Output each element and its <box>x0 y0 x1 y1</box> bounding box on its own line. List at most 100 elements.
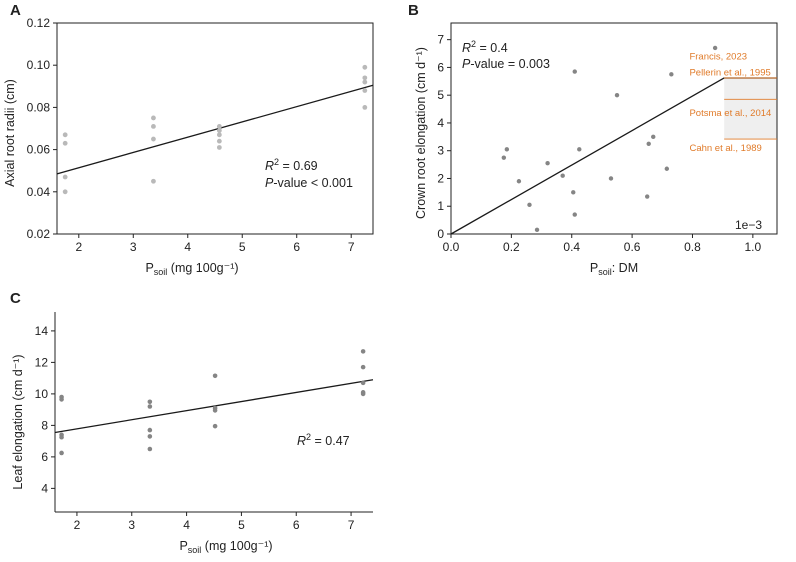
x-tick-label: 4 <box>184 240 191 254</box>
y-tick-label: 0.02 <box>27 227 51 241</box>
x-tick-label: 0.8 <box>684 240 701 254</box>
x-tick-label: 7 <box>348 240 355 254</box>
y-tick-label: 10 <box>35 387 49 401</box>
x-tick-label: 0.4 <box>563 240 580 254</box>
y-tick-label: 14 <box>35 324 49 338</box>
x-tick-label: 0.0 <box>443 240 460 254</box>
x-tick-label: 5 <box>238 518 245 532</box>
y-tick-label: 2 <box>437 171 444 185</box>
panel-letter-c: C <box>10 290 21 307</box>
plot-frame <box>450 22 778 235</box>
panel-c: C 2 3 4 5 6 7 4 6 8 10 12 14 R2 = 0.47 Psoil (mg 10… <box>10 290 374 555</box>
reference-label: Francis, 2023 <box>689 51 747 62</box>
data-point <box>360 391 366 397</box>
data-point <box>645 194 650 199</box>
data-point <box>59 450 64 456</box>
x-tick-label: 5 <box>239 240 246 254</box>
data-point <box>216 128 222 134</box>
x-axis-label: Psoil (mg 100g⁻¹) <box>145 261 238 277</box>
plot-frame <box>56 22 374 235</box>
y-tick-label: 1 <box>437 199 444 213</box>
y-tick-label: 4 <box>41 481 48 495</box>
data-point <box>501 155 507 160</box>
data-point <box>216 132 222 138</box>
data-point <box>216 138 222 144</box>
annotation-r2: R2 = 0.4 <box>462 39 508 55</box>
data-point <box>62 140 68 146</box>
data-point <box>614 92 620 98</box>
data-point <box>212 408 218 413</box>
panel-a: A 2 3 4 5 6 7 0.02 0.04 0.06 0.08 0.10 0.12 R2 = 0.… <box>3 2 374 277</box>
data-point <box>571 190 576 195</box>
data-point <box>216 145 222 150</box>
data-point <box>664 166 670 171</box>
x-tick-label: 2 <box>75 240 82 254</box>
data-point <box>62 174 68 180</box>
data-point <box>360 349 366 354</box>
data-point <box>572 69 577 74</box>
data-point <box>577 147 582 152</box>
data-point <box>62 132 68 138</box>
data-point <box>212 373 218 379</box>
data-point <box>712 45 718 51</box>
y-tick-label: 8 <box>41 418 48 432</box>
x-tick-label: 1.0 <box>745 240 762 254</box>
x-tick-label: 6 <box>293 518 300 532</box>
data-point <box>651 134 656 140</box>
y-tick-label: 0.04 <box>27 185 51 199</box>
annotation-p-value: P-value = 0.003 <box>462 57 550 71</box>
y-tick-label: 3 <box>437 144 444 158</box>
y-axis-label: Crown root elongation (cm d⁻¹) <box>414 47 428 219</box>
panel-b: B 0.0 0.2 0.4 0.6 0.8 1.0 0 1 2 3 4 5 6 7 Francis, 20… <box>408 2 778 277</box>
axis-offset-text: 1e−3 <box>735 218 762 232</box>
annotation-r2: R2 = 0.47 <box>297 432 350 448</box>
regression-line <box>56 84 374 175</box>
data-point <box>62 189 68 195</box>
y-tick-label: 0.10 <box>27 58 51 72</box>
y-tick-label: 0.06 <box>27 143 51 157</box>
data-point <box>362 79 368 85</box>
data-point <box>212 423 218 429</box>
y-tick-label: 7 <box>437 33 444 47</box>
data-point <box>151 136 156 142</box>
data-point <box>504 147 510 152</box>
y-tick-label: 0.08 <box>27 100 51 114</box>
panel-letter-a: A <box>10 2 21 19</box>
data-point <box>59 397 64 402</box>
panel-letter-b: B <box>408 2 419 19</box>
data-point <box>362 64 368 70</box>
data-point <box>545 161 550 166</box>
data-point <box>360 364 366 370</box>
data-point <box>216 123 222 129</box>
data-point <box>151 115 156 121</box>
x-tick-label: 0.6 <box>624 240 641 254</box>
x-tick-label: 6 <box>293 240 300 254</box>
y-axis-label: Axial root radii (cm) <box>3 79 17 187</box>
data-point <box>362 88 368 93</box>
data-point <box>669 72 674 77</box>
data-point <box>147 434 153 439</box>
data-point <box>608 176 614 181</box>
y-tick-label: 4 <box>437 116 444 130</box>
data-point <box>362 105 368 110</box>
data-point <box>527 202 532 208</box>
y-tick-label: 0 <box>437 227 444 241</box>
y-tick-label: 5 <box>437 88 444 102</box>
y-tick-label: 0.12 <box>27 16 51 30</box>
regression-line <box>450 77 725 235</box>
x-tick-label: 4 <box>183 518 190 532</box>
annotation-r2: R2 = 0.69 <box>265 157 318 173</box>
data-point <box>151 123 156 129</box>
x-tick-label: 3 <box>128 518 135 532</box>
data-point <box>360 380 366 386</box>
data-point <box>147 446 153 452</box>
data-point <box>560 173 565 178</box>
data-point <box>147 427 153 433</box>
data-point <box>572 212 577 217</box>
reference-label: Cahn et al., 1989 <box>689 143 761 154</box>
y-tick-label: 6 <box>437 60 444 74</box>
data-point <box>516 179 522 184</box>
x-tick-label: 0.2 <box>503 240 520 254</box>
y-tick-label: 6 <box>41 450 48 464</box>
data-point <box>151 178 156 184</box>
